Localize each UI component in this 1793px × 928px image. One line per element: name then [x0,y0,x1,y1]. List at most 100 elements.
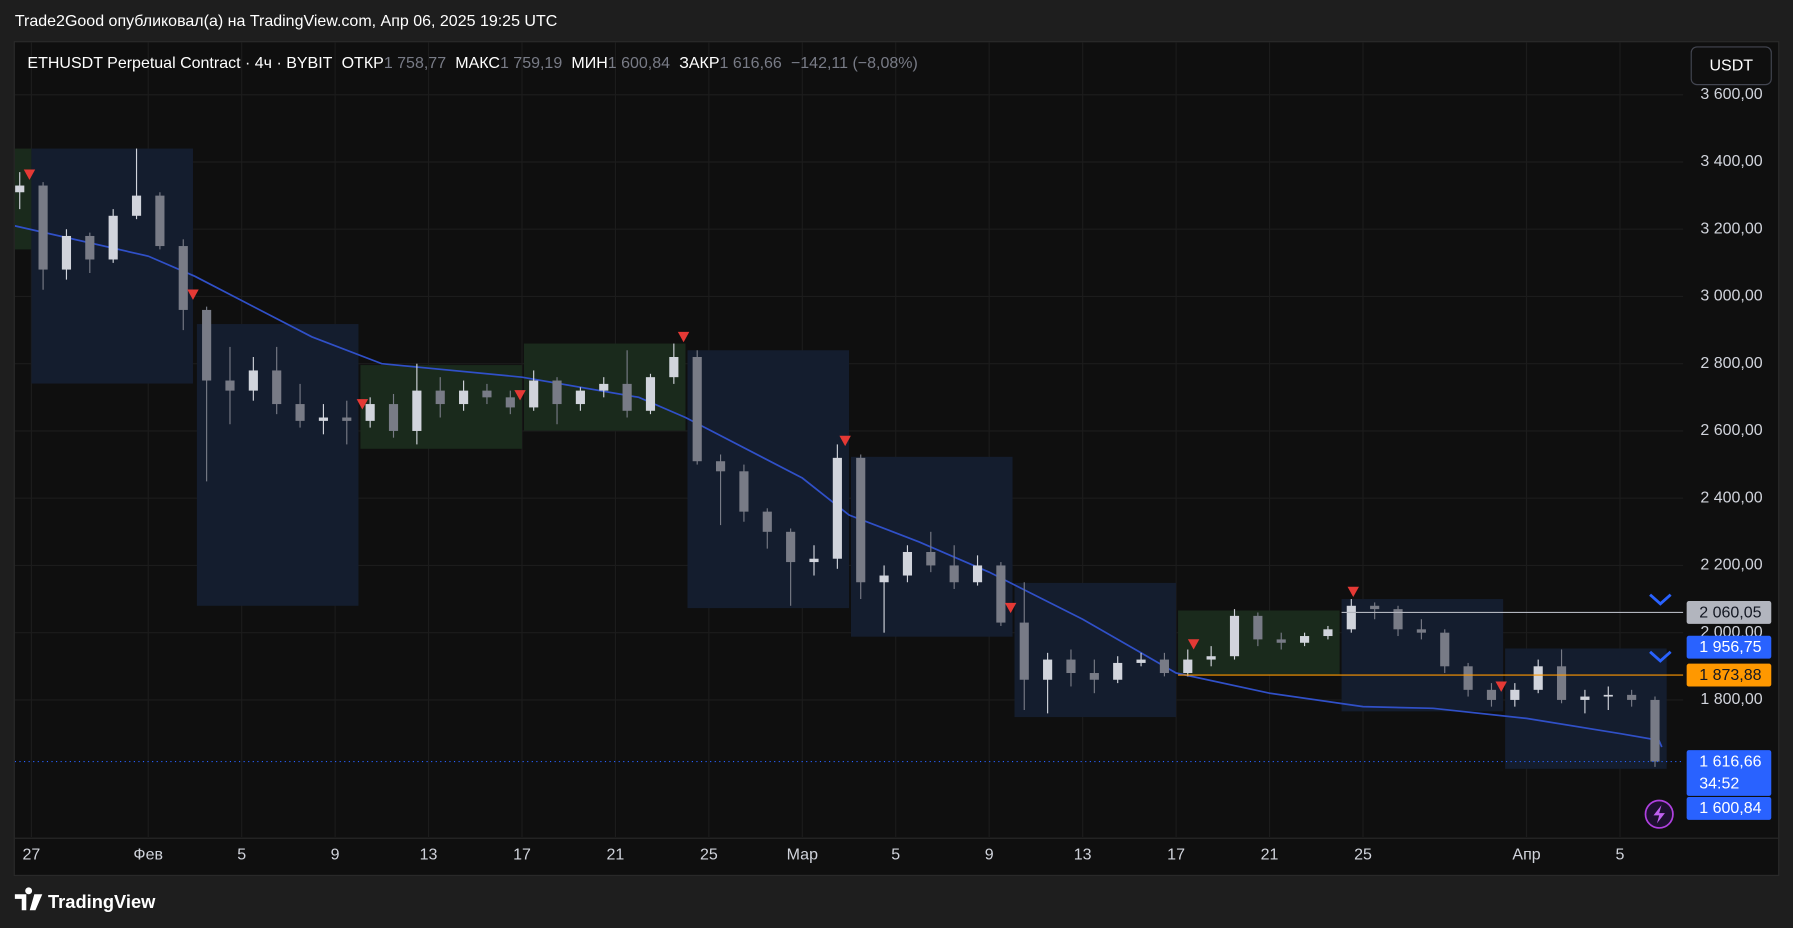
signal-marker [23,169,36,180]
candle-body [482,390,492,398]
candle-body [1346,605,1356,630]
candle-body [972,565,983,583]
candle-body [505,397,515,408]
price-label: 2 060,05 [1699,604,1761,621]
candle-body [1393,609,1403,630]
candle-body [1206,656,1216,660]
x-tick-label: 5 [237,847,246,864]
candle-body [1089,673,1099,680]
candle-body [575,390,585,405]
brand-name: TradingView [48,891,156,912]
lightning-icon [1653,805,1665,824]
legend-change: −142,11 (−8,08%) [791,55,918,72]
candle-body [272,370,282,405]
candle-body [365,404,375,421]
brand-logo [14,887,43,911]
candle-body [1463,666,1473,690]
overlay: USDT TradingView ETHUSDT Perpetual Contr… [14,46,1772,912]
price-label: 1 600,84 [1699,800,1761,817]
currency-label[interactable]: USDT [1709,58,1753,75]
x-tick-label: 13 [1074,847,1092,864]
candle-body [669,356,679,378]
y-tick-label: 2 800,00 [1700,355,1762,372]
x-tick-label: 9 [985,847,994,864]
signal-marker [1495,681,1507,692]
y-tick-label: 1 800,00 [1700,691,1762,708]
candle-body [1159,659,1169,674]
candle-body [1627,694,1637,700]
candle-body [645,377,656,411]
candle-body [902,551,913,576]
zone-box [196,324,359,606]
legend-key: МАКС [455,55,500,72]
signal-marker [514,390,526,401]
candle-body [1253,615,1263,640]
candle-body [1019,622,1029,680]
candle-body [1486,689,1497,700]
candle-body [295,404,305,421]
candle-body [1183,659,1193,674]
x-tick-label: Мар [787,847,818,864]
price-label-box [1686,601,1772,624]
zone-box [1014,582,1177,718]
candle-body [435,390,445,405]
candle-body [342,417,352,421]
zone-box [360,365,522,449]
candle-body [1510,689,1520,700]
x-tick-label: 27 [23,847,41,864]
candle-body [225,380,235,391]
legend: ETHUSDT Perpetual Contract · 4ч · BYBIT О… [27,55,917,72]
y-tick-label: 3 000,00 [1700,288,1762,305]
candle-body [318,417,328,421]
candle-body [599,383,609,391]
signal-marker [677,331,690,343]
candle-body [131,195,142,216]
signal-marker [356,399,369,410]
candle-body [739,471,749,512]
y-tick-label: 3 600,00 [1700,86,1762,103]
moving-average [14,225,1663,748]
x-tick-label: 21 [607,847,625,864]
candle-body [926,551,936,566]
candle-body [552,380,562,405]
currency-button[interactable] [1690,46,1772,86]
candle-body [1229,615,1240,657]
candle-body [832,457,842,559]
legend-value: 1 600,84 [608,55,670,72]
alert-chevron[interactable] [1649,593,1672,606]
signal-marker [1004,602,1017,614]
candle-body [1300,636,1310,643]
x-tick-label: 25 [700,847,718,864]
candle-body [202,309,212,381]
candle-body [1533,666,1543,690]
candle-body [1066,659,1076,674]
candle-body [529,380,539,408]
legend-key: ЗАКР [679,55,719,72]
y-tick-label: 2 600,00 [1700,422,1762,439]
x-tick-label: 9 [331,847,340,864]
candle-body [1043,659,1053,680]
price-label-box [1686,750,1772,796]
candle-body [1440,632,1450,667]
candle-body [692,356,702,462]
candle-body [715,461,726,472]
axes: 1 800,002 000,002 200,002 400,002 600,00… [23,86,1772,864]
y-tick-label: 2 200,00 [1700,557,1762,574]
candle-body [1416,629,1426,633]
candle-body [1113,662,1123,680]
candle-body [1556,666,1567,700]
y-tick-label: 3 200,00 [1700,220,1762,237]
x-tick-label: 25 [1354,847,1372,864]
alert-chevron[interactable] [1649,650,1672,663]
legend-value: 1 758,77 [384,55,446,72]
plot-area [14,42,1684,838]
signal-marker [1347,586,1359,598]
candle-body [61,235,72,270]
candle-body [762,511,772,532]
signal-marker [187,289,199,300]
header-title: Trade2Good опубликовал(а) на TradingView… [15,13,557,30]
candle-body [412,390,422,431]
candle-body [248,370,258,391]
candle-body [1580,696,1590,700]
